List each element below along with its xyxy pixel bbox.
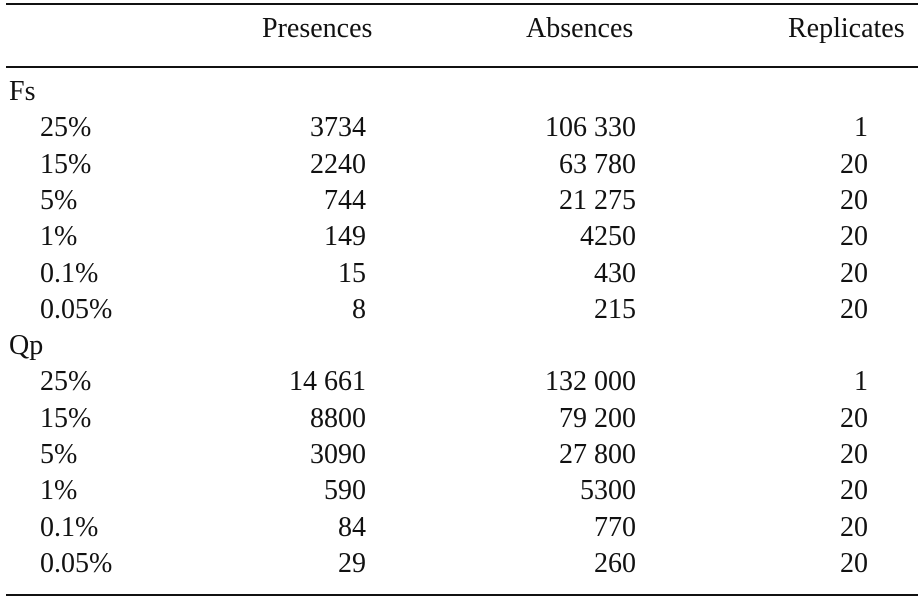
presences-cell: 590 bbox=[324, 475, 366, 507]
header-presences: Presences bbox=[262, 13, 373, 44]
row-label: 0.1% bbox=[40, 511, 99, 543]
presences-cell: 84 bbox=[338, 511, 366, 543]
replicates-cell: 20 bbox=[840, 547, 868, 579]
absences-cell: 430 bbox=[594, 257, 636, 289]
presences-cell: 149 bbox=[324, 221, 366, 253]
row-label: 0.05% bbox=[40, 293, 113, 325]
row-label: 25% bbox=[40, 112, 92, 144]
row-label: 0.1% bbox=[40, 257, 99, 289]
presences-cell: 744 bbox=[324, 184, 366, 216]
absences-cell: 21 275 bbox=[559, 184, 636, 216]
replicates-cell: 1 bbox=[854, 112, 868, 144]
replicates-cell: 20 bbox=[840, 439, 868, 470]
replicates-cell: 20 bbox=[840, 293, 868, 325]
absences-cell: 132 000 bbox=[545, 366, 636, 398]
header-rule bbox=[6, 66, 918, 68]
absences-cell: 260 bbox=[594, 547, 636, 579]
replicates-cell: 1 bbox=[854, 366, 868, 398]
presences-cell: 3734 bbox=[310, 112, 366, 144]
presences-cell: 2240 bbox=[310, 148, 366, 180]
replicates-cell: 20 bbox=[840, 475, 868, 507]
header-absences: Absences bbox=[526, 13, 634, 44]
absences-cell: 4250 bbox=[580, 221, 636, 253]
row-label: 0.05% bbox=[40, 547, 113, 579]
row-label: 15% bbox=[40, 148, 92, 180]
group-label: Qp bbox=[9, 330, 44, 362]
presences-cell: 3090 bbox=[310, 439, 366, 470]
absences-cell: 106 330 bbox=[545, 112, 636, 144]
absences-cell: 79 200 bbox=[559, 402, 636, 434]
replicates-cell: 20 bbox=[840, 402, 868, 434]
presences-cell: 8 bbox=[352, 293, 366, 325]
header-replicates: Replicates bbox=[788, 13, 905, 44]
row-label: 15% bbox=[40, 402, 92, 434]
presences-cell: 8800 bbox=[310, 402, 366, 434]
replicates-cell: 20 bbox=[840, 511, 868, 543]
row-label: 1% bbox=[40, 221, 78, 253]
presences-cell: 15 bbox=[338, 257, 366, 289]
replicates-cell: 20 bbox=[840, 184, 868, 216]
replicates-cell: 20 bbox=[840, 221, 868, 253]
replicates-cell: 20 bbox=[840, 257, 868, 289]
absences-cell: 770 bbox=[594, 511, 636, 543]
replicates-cell: 20 bbox=[840, 148, 868, 180]
bottom-rule bbox=[6, 594, 918, 596]
group-label: Fs bbox=[9, 76, 36, 107]
top-rule bbox=[6, 3, 918, 5]
presences-cell: 14 661 bbox=[289, 366, 366, 398]
absences-cell: 5300 bbox=[580, 475, 636, 507]
row-label: 1% bbox=[40, 475, 78, 507]
row-label: 5% bbox=[40, 439, 78, 470]
row-label: 5% bbox=[40, 184, 78, 216]
absences-cell: 63 780 bbox=[559, 148, 636, 180]
absences-cell: 27 800 bbox=[559, 439, 636, 470]
row-label: 25% bbox=[40, 366, 92, 398]
absences-cell: 215 bbox=[594, 293, 636, 325]
presences-cell: 29 bbox=[338, 547, 366, 579]
